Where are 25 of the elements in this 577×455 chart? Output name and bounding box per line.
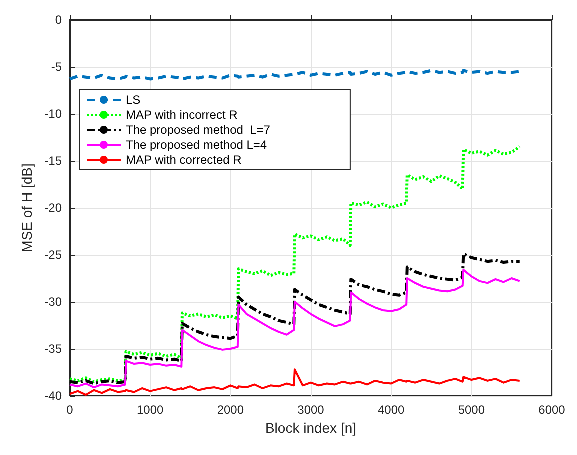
legend-label: The proposed method L=7 <box>126 123 271 137</box>
x-tick-label: 0 <box>66 403 74 417</box>
y-tick-label: -10 <box>44 107 62 121</box>
legend-label: LS <box>126 93 141 107</box>
y-tick-label: -35 <box>44 342 62 356</box>
y-axis-title: MSE of H [dB] <box>18 164 35 252</box>
legend-label: MAP with corrected R <box>126 153 242 167</box>
y-tick-label: -5 <box>51 60 62 74</box>
x-tick-label: 5000 <box>458 403 486 417</box>
y-tick-label: -15 <box>44 154 62 168</box>
legend-label: The proposed method L=4 <box>126 138 268 152</box>
y-tick-label: -40 <box>44 389 62 403</box>
x-tick-label: 1000 <box>136 403 164 417</box>
line-series <box>68 69 522 81</box>
line-series <box>69 368 521 396</box>
y-tick-label: 0 <box>55 13 62 27</box>
x-tick-label: 6000 <box>538 403 566 417</box>
x-tick-label: 4000 <box>378 403 406 417</box>
legend-label: MAP with incorrect R <box>126 108 238 122</box>
y-tick-label: -30 <box>44 295 62 309</box>
y-tick-label: -25 <box>44 248 62 262</box>
x-tick-label: 3000 <box>298 403 325 417</box>
y-tick-label: -20 <box>44 201 62 215</box>
x-tick-label: 2000 <box>217 403 244 417</box>
x-axis-title: Block index [n] <box>265 420 357 436</box>
